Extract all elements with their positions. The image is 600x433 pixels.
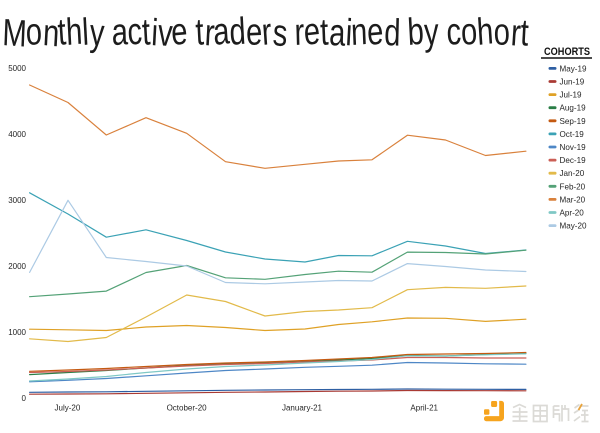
- svg-text:4000: 4000: [8, 130, 26, 139]
- svg-text:COHORTS: COHORTS: [544, 46, 590, 58]
- svg-text:Feb-20: Feb-20: [560, 182, 586, 191]
- svg-text:2000: 2000: [8, 262, 26, 271]
- svg-text:Oct-19: Oct-19: [560, 130, 585, 139]
- svg-text:Jan-20: Jan-20: [560, 169, 585, 178]
- svg-text:3000: 3000: [8, 196, 26, 205]
- svg-text:May-19: May-19: [560, 64, 587, 73]
- svg-text:Jul-19: Jul-19: [560, 91, 583, 100]
- svg-text:April-21: April-21: [410, 404, 438, 413]
- svg-text:January-21: January-21: [282, 404, 323, 413]
- svg-text:1000: 1000: [8, 328, 26, 337]
- svg-text:Aug-19: Aug-19: [560, 104, 587, 113]
- svg-text:Monthly active traders retaine: Monthly active traders retained by cohor…: [2, 11, 531, 56]
- svg-text:May-20: May-20: [560, 222, 587, 231]
- svg-text:5000: 5000: [8, 64, 26, 73]
- svg-text:Jun-19: Jun-19: [560, 78, 585, 87]
- svg-text:Nov-19: Nov-19: [560, 143, 587, 152]
- svg-text:Sep-19: Sep-19: [560, 117, 587, 126]
- svg-text:July-20: July-20: [55, 404, 81, 413]
- svg-text:0: 0: [22, 394, 27, 403]
- svg-text:Dec-19: Dec-19: [560, 156, 587, 165]
- svg-text:Mar-20: Mar-20: [560, 195, 586, 204]
- svg-text:October-20: October-20: [167, 404, 208, 413]
- svg-text:Apr-20: Apr-20: [560, 209, 585, 218]
